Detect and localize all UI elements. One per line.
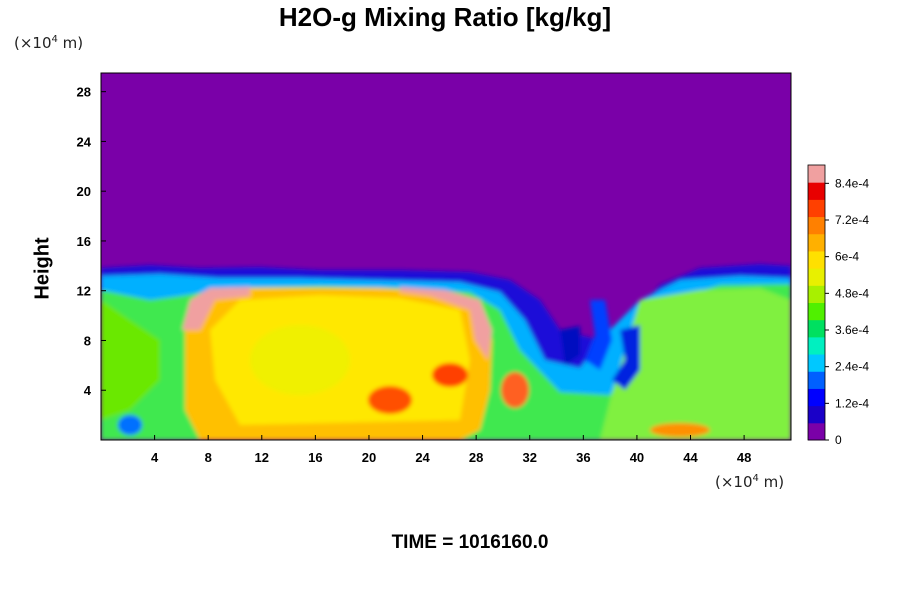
y-tick-label: 16: [77, 234, 91, 249]
colorbar-segment: [808, 354, 825, 372]
colorbar-tick-label: 0: [835, 433, 842, 447]
time-annotation: TIME = 1016160.0: [391, 532, 549, 553]
colorbar-segment: [808, 268, 825, 286]
colorbar-segment: [808, 319, 825, 338]
colorbar-segment: [808, 422, 825, 441]
colorbar-tick-label: 1.2e-4: [835, 396, 869, 410]
y-tick-label: 4: [84, 383, 92, 398]
y-tick-label: 8: [84, 333, 91, 348]
colorbar-segment: [808, 285, 825, 303]
colorbar-tick-label: 2.4e-4: [835, 360, 869, 374]
x-axis-unit: (×104 m): [715, 473, 784, 491]
x-tick-label: 48: [737, 450, 751, 465]
colorbar-segment: [808, 165, 825, 183]
cap-right: [400, 287, 492, 360]
x-tick-label: 32: [523, 450, 537, 465]
core-vortex-left: [368, 386, 412, 414]
colorbar-segment: [808, 216, 825, 235]
colorbar-segment: [808, 199, 825, 218]
x-tick-label: 28: [469, 450, 483, 465]
x-tick-label: 44: [683, 450, 698, 465]
x-tick-label: 8: [205, 450, 212, 465]
y-tick-label: 20: [77, 184, 91, 199]
heatmap-field: [101, 73, 791, 440]
colorbar-segment: [808, 405, 825, 424]
y-tick-label: 12: [77, 284, 91, 299]
y-unit-exponent: 4: [51, 34, 58, 45]
y-tick-label: 24: [77, 134, 92, 149]
colorbar-segment: [808, 336, 825, 355]
plume-blue-1: [585, 300, 612, 370]
x-tick-label: 20: [362, 450, 376, 465]
colorbar-segment: [808, 182, 825, 200]
x-tick-label: 12: [255, 450, 269, 465]
colorbar-tick-label: 7.2e-4: [835, 213, 869, 227]
y-axis: 4 8 12 16 20 24 28: [77, 85, 106, 398]
colorbar-segment: [808, 233, 825, 252]
colorbar-tick-label: 6e-4: [835, 250, 859, 264]
cap-left: [182, 287, 250, 330]
chart-title: H2O-g Mixing Ratio [kg/kg]: [278, 2, 612, 32]
colorbar: 0 1.2e-4 2.4e-4 3.6e-4 4.8e-4 6e-4 7.2e-4 8.4e-…: [807, 164, 869, 447]
colorbar-frame: [807, 164, 826, 441]
colorbar-tick-label: 4.8e-4: [835, 286, 869, 300]
colorbar-segment: [808, 302, 825, 321]
x-tick-label: 24: [415, 450, 430, 465]
x-tick-label: 4: [151, 450, 159, 465]
y-unit-prefix: (×10: [14, 34, 52, 52]
x-tick-label: 36: [576, 450, 590, 465]
x-unit-suffix: m): [758, 473, 785, 491]
bottom-orange-band: [650, 423, 710, 437]
left-green-swirl: [101, 300, 160, 420]
left-blue-eddy: [118, 415, 142, 435]
moist-layer-group: [101, 264, 791, 440]
x-unit-prefix: (×10: [715, 473, 753, 491]
colorbar-tick-label: 3.6e-4: [835, 323, 869, 337]
colorbar-tick-label: 8.4e-4: [835, 176, 869, 190]
x-tick-label: 40: [630, 450, 644, 465]
colorbar-segment: [808, 388, 825, 407]
y-axis-unit: (×104 m): [14, 34, 83, 52]
side-vortex: [501, 372, 529, 408]
colorbar-segment: [808, 250, 825, 269]
x-axis: 4 8 12 16 20 24 28 32 36 40 44 48: [151, 435, 751, 465]
right-green-region: [600, 288, 791, 440]
x-tick-label: 16: [308, 450, 322, 465]
y-unit-suffix: m): [57, 34, 84, 52]
core-bright-patch: [250, 325, 350, 395]
colorbar-segment: [808, 371, 825, 389]
plume-blue-3: [560, 326, 580, 365]
plot-frame: [100, 72, 792, 441]
plume-blue-2: [612, 325, 640, 390]
x-unit-exponent: 4: [752, 473, 759, 484]
y-tick-label: 28: [77, 85, 91, 100]
core-vortex-right: [432, 363, 468, 387]
